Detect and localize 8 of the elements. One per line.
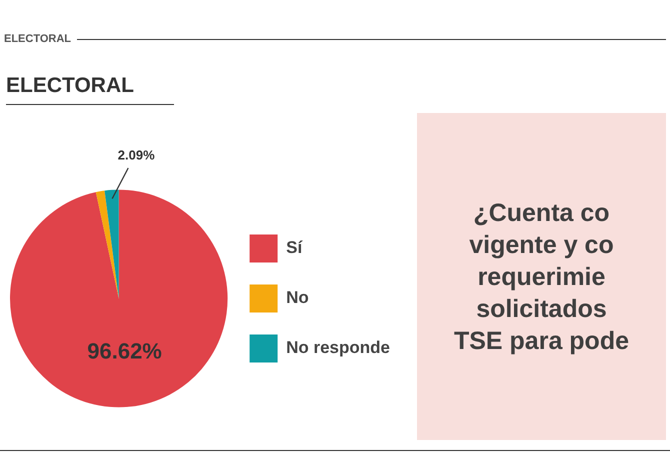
chart-title: ELECTORAL <box>6 74 174 105</box>
text: ¿Cuenta co vigente y co requerimie solicitados TSE para pode <box>417 113 666 440</box>
legend-label: No responde <box>286 338 390 358</box>
data-label: 96.62% <box>87 338 162 364</box>
data-label: 2.09% <box>118 148 156 163</box>
legend-label: No <box>286 288 309 308</box>
text: ELECTORAL <box>3 33 72 45</box>
legend-label: Sí <box>286 238 304 258</box>
